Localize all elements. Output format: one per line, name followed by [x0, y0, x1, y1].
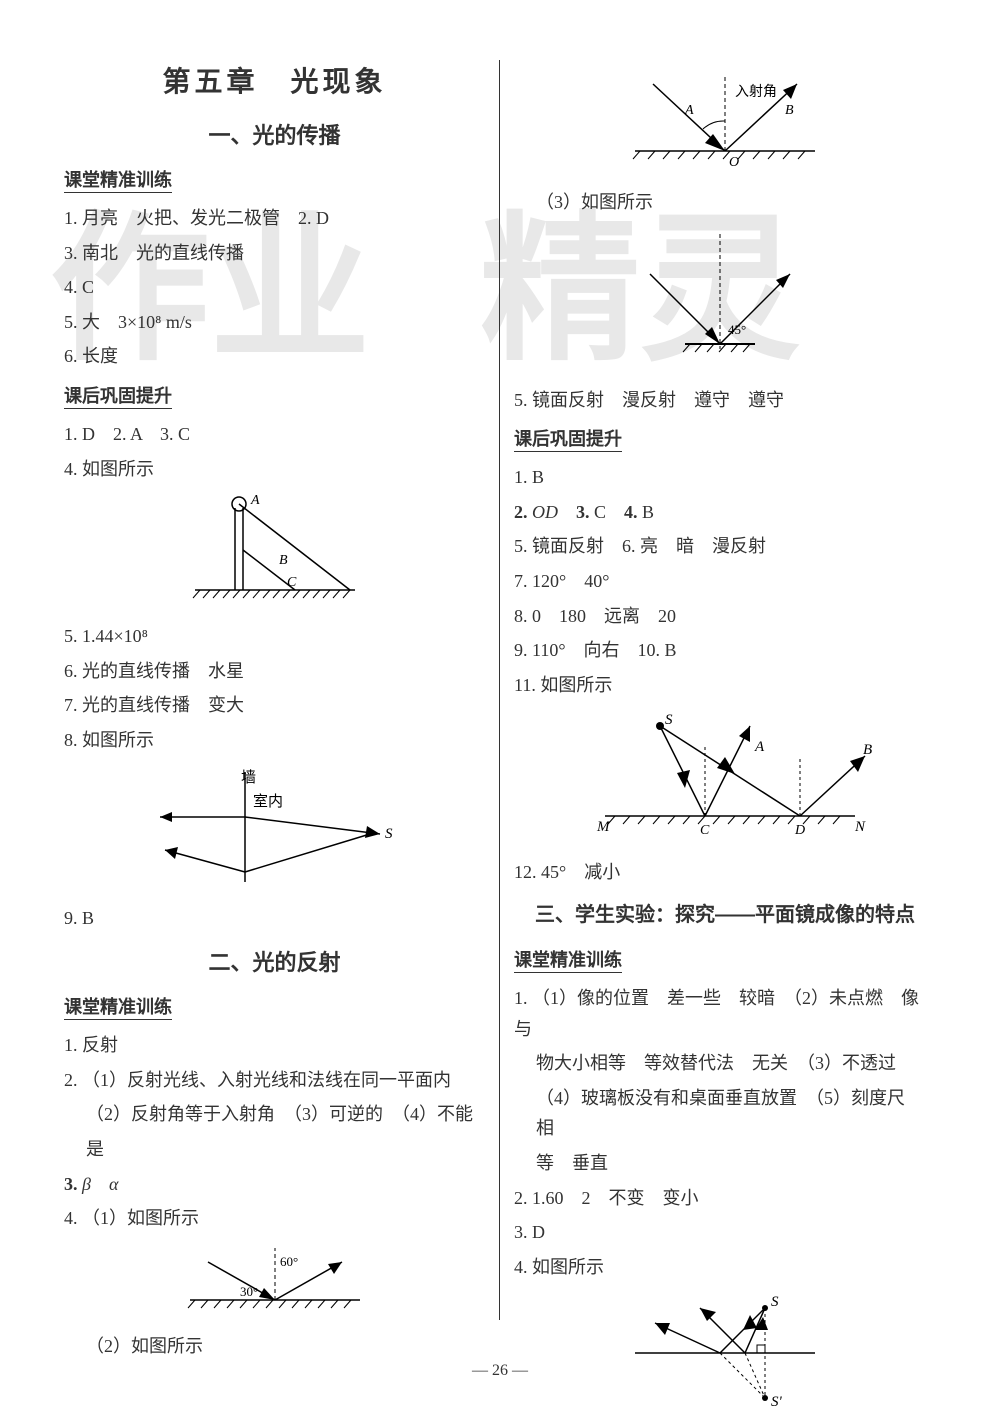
class-practice-head2: 课堂精准训练: [64, 993, 172, 1020]
ans-line: 4. 如图所示: [514, 1252, 936, 1283]
ans-line: 1. （1）像的位置 差一些 较暗 （2）未点燃 像与: [514, 983, 936, 1044]
ans-line: 9. 110° 向右 10. B: [514, 635, 936, 666]
ans-line: 8. 0 180 远离 20: [514, 601, 936, 632]
ans-line: 9. B: [64, 903, 485, 934]
svg-text:60°: 60°: [280, 1254, 298, 1269]
ans-line: 1. 月亮 火把、发光二极管 2. D: [64, 203, 485, 234]
section1-title: 一、光的传播: [64, 118, 485, 150]
ans-line: 4. （1）如图所示: [64, 1203, 485, 1234]
ans-line: 3. D: [514, 1217, 936, 1248]
svg-text:S: S: [385, 826, 393, 842]
ans-line: 2. OD 3. C 4. B: [514, 497, 936, 528]
svg-text:O: O: [729, 155, 739, 170]
ans-line: 7. 光的直线传播 变大: [64, 690, 485, 721]
left-column: 第五章 光现象 一、光的传播 课堂精准训练 1. 月亮 火把、发光二极管 2. …: [50, 60, 500, 1320]
ans-line: 1. B: [514, 462, 936, 493]
ans-line: 11. 如图所示: [514, 670, 936, 701]
ans-line: 1. 反射: [64, 1030, 485, 1061]
svg-text:室内: 室内: [253, 793, 283, 810]
class-practice-head3: 课堂精准训练: [514, 946, 622, 973]
section2-title: 二、光的反射: [64, 945, 485, 977]
ans-line: （2）如图所示: [64, 1331, 485, 1362]
svg-text:S': S': [771, 1394, 783, 1410]
figure-shadow: A B C: [64, 490, 485, 615]
svg-text:30°: 30°: [240, 1284, 258, 1299]
ans-line: （2）反射角等于入射角 （3）可逆的 （4）不能: [64, 1099, 485, 1130]
svg-text:A: A: [754, 739, 765, 755]
svg-text:A: A: [684, 103, 694, 118]
ans-line: 6. 光的直线传播 水星: [64, 656, 485, 687]
ans-line: 4. 如图所示: [64, 454, 485, 485]
ans-line: 2. （1）反射光线、入射光线和法线在同一平面内: [64, 1065, 485, 1096]
svg-text:墙: 墙: [241, 769, 256, 786]
svg-text:S: S: [771, 1294, 779, 1310]
ans-line: 5. 1.44×10⁸: [64, 621, 485, 652]
svg-text:B: B: [785, 103, 794, 118]
svg-text:S: S: [665, 712, 673, 728]
figure-45deg: 45°: [514, 224, 936, 379]
svg-text:D: D: [794, 823, 805, 838]
svg-text:A: A: [250, 493, 260, 508]
ans-line: 5. 镜面反射 6. 亮 暗 漫反射: [514, 531, 936, 562]
figure-mirror-MN: S A B M N C D: [514, 706, 936, 851]
figure-incident: 入射角 A B O: [514, 66, 936, 181]
right-column: 入射角 A B O （3）如图所示 45°: [500, 60, 950, 1320]
after-class-head2: 课后巩固提升: [514, 425, 622, 452]
svg-text:45°: 45°: [728, 322, 746, 337]
figure-angle30: 60° 30°: [64, 1240, 485, 1325]
ans-line: 5. 大 3×10⁸ m/s: [64, 307, 485, 338]
ans-line: 8. 如图所示: [64, 725, 485, 756]
ans-line: 6. 长度: [64, 341, 485, 372]
ans-line: 1. D 2. A 3. C: [64, 419, 485, 450]
ans-line: 等 垂直: [514, 1148, 936, 1179]
ans-line: 物大小相等 等效替代法 无关 （3）不透过: [514, 1048, 936, 1079]
svg-text:B: B: [863, 742, 872, 758]
svg-text:C: C: [700, 823, 710, 838]
section3-title: 三、学生实验：探究——平面镜成像的特点: [514, 900, 936, 930]
ans-line: 是: [64, 1134, 485, 1165]
class-practice-head: 课堂精准训练: [64, 166, 172, 193]
ans-line: （3）如图所示: [514, 187, 936, 218]
after-class-head: 课后巩固提升: [64, 382, 172, 409]
svg-text:C: C: [287, 575, 297, 590]
svg-text:M: M: [596, 819, 611, 835]
ans-line: 7. 120° 40°: [514, 566, 936, 597]
ans-line: 3. β α: [64, 1169, 485, 1200]
svg-text:N: N: [854, 819, 866, 835]
figure-wall: 墙 室内 S: [64, 762, 485, 897]
ans-line: （4）玻璃板没有和桌面垂直放置 （5）刻度尺 相: [514, 1083, 936, 1144]
figure-plane-mirror: S S': [514, 1288, 936, 1423]
svg-text:入射角: 入射角: [735, 84, 777, 100]
svg-text:B: B: [279, 553, 288, 568]
ans-line: 5. 镜面反射 漫反射 遵守 遵守: [514, 385, 936, 416]
chapter-title: 第五章 光现象: [64, 60, 485, 100]
ans-line: 2. 1.60 2 不变 变小: [514, 1183, 936, 1214]
page-content: 第五章 光现象 一、光的传播 课堂精准训练 1. 月亮 火把、发光二极管 2. …: [50, 60, 950, 1320]
ans-line: 3. 南北 光的直线传播: [64, 238, 485, 269]
ans-line: 12. 45° 减小: [514, 857, 936, 888]
ans-line: 4. C: [64, 272, 485, 303]
